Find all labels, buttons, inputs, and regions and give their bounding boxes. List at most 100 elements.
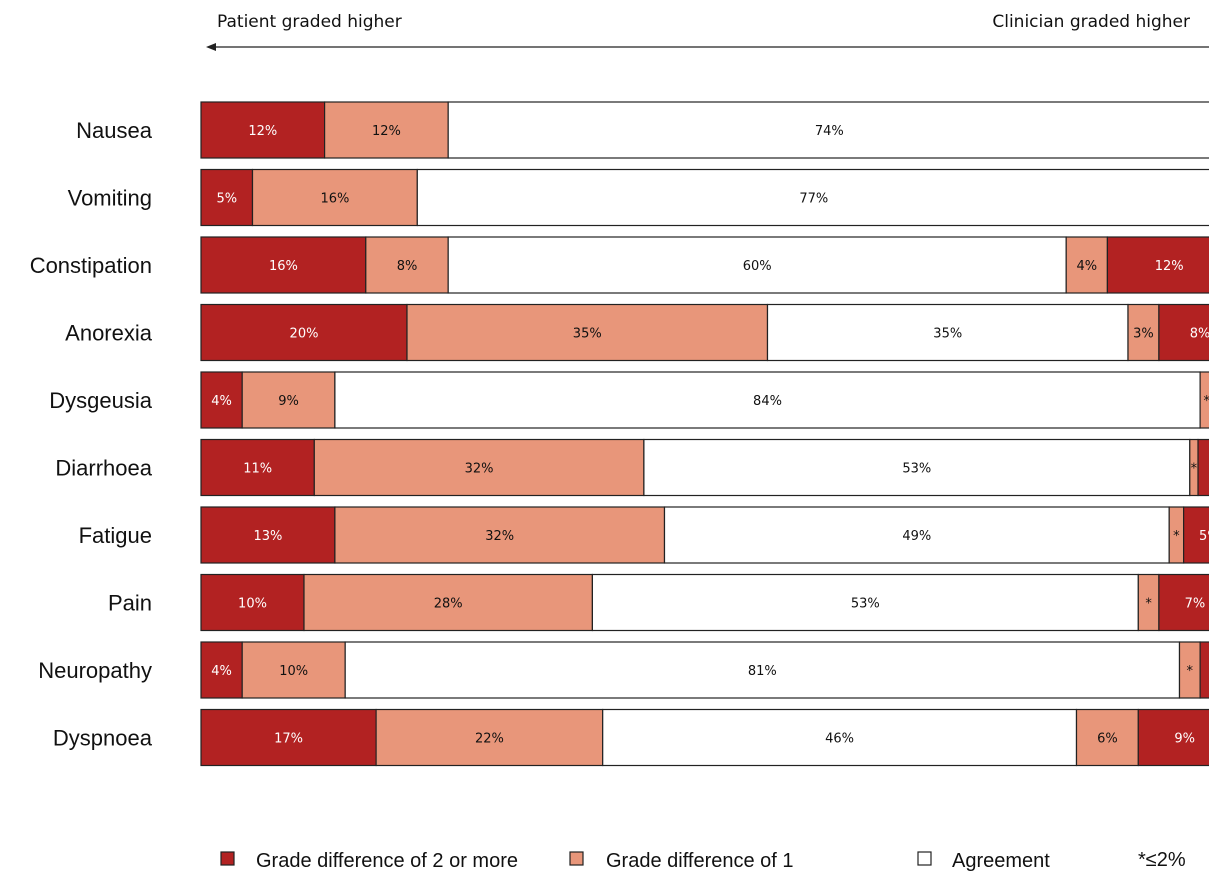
direction-arrowhead (206, 43, 216, 51)
category-label: Diarrhoea (55, 456, 152, 481)
category-label: Dyspnoea (53, 726, 153, 751)
data-label: 4% (1076, 259, 1097, 274)
data-label: * (1204, 394, 1209, 409)
bar-segment (313, 438, 645, 497)
data-label: * (1187, 664, 1194, 679)
data-label: 4% (211, 394, 232, 409)
legend-swatch (220, 851, 235, 866)
bar-segment (344, 641, 1181, 699)
bar-segment (1106, 236, 1209, 294)
direction-label-left: Patient graded higher (217, 12, 402, 32)
data-label: 60% (743, 259, 772, 274)
data-label: 32% (485, 529, 514, 544)
bar-segment (643, 438, 1191, 497)
category-label: Anorexia (65, 321, 153, 346)
data-label: 3% (1133, 327, 1154, 342)
bar-segment (1197, 438, 1209, 497)
bar-segment (200, 438, 315, 497)
category-label: Nausea (76, 118, 153, 143)
legend-swatch (569, 851, 584, 866)
category-label: Fatigue (79, 523, 152, 548)
data-label: 5% (216, 192, 237, 207)
data-label: 9% (278, 394, 299, 409)
data-label: 32% (465, 462, 494, 477)
legend-label: Grade difference of 2 or more (256, 850, 518, 871)
bar-segment (1158, 303, 1209, 362)
data-label: 20% (290, 327, 319, 342)
data-label: 12% (1155, 259, 1184, 274)
legend-label: Agreement (952, 850, 1050, 871)
bar-segment (1158, 573, 1209, 632)
data-label: 77% (799, 192, 828, 207)
data-label: 4% (211, 664, 232, 679)
bar-segment (200, 708, 377, 767)
data-label: 13% (253, 529, 282, 544)
data-label: 8% (397, 259, 418, 274)
data-label: 17% (274, 732, 303, 747)
data-label: 84% (753, 394, 782, 409)
data-label: * (1145, 597, 1152, 612)
bar-segment (334, 506, 666, 564)
bar-segment (591, 573, 1139, 632)
bar-segment (663, 506, 1170, 564)
bar-segment (416, 168, 1209, 227)
category-label: Vomiting (68, 186, 152, 211)
data-label: 12% (248, 124, 277, 139)
legend: Grade difference of 2 or more Grade diffe… (220, 849, 1186, 871)
bar-segment (303, 573, 593, 632)
footnote: *≤2% (1138, 849, 1186, 871)
data-label: 49% (902, 529, 931, 544)
data-label: 53% (851, 597, 880, 612)
data-label: * (1173, 529, 1180, 544)
data-label: 11% (243, 462, 272, 477)
data-label: 7% (1185, 597, 1206, 612)
category-label: Dysgeusia (49, 388, 152, 413)
data-label: 6% (1097, 732, 1118, 747)
data-label: 22% (475, 732, 504, 747)
bar-segment (200, 236, 367, 294)
data-label: 35% (933, 327, 962, 342)
data-label: 10% (238, 597, 267, 612)
data-label: * (1191, 462, 1198, 477)
data-label: 16% (269, 259, 298, 274)
bar-segment (447, 236, 1067, 294)
bar-segment (324, 101, 449, 159)
data-label: 9% (1174, 732, 1195, 747)
data-label: 8% (1190, 327, 1209, 342)
bar-segment (375, 708, 604, 767)
bar-segment (766, 303, 1129, 362)
bar-segment (200, 506, 336, 564)
data-label: 28% (434, 597, 463, 612)
bar-segment (334, 371, 1201, 429)
data-label: 16% (320, 192, 349, 207)
data-label: 46% (825, 732, 854, 747)
bar-segment (251, 168, 418, 227)
bars-group: 12% 12% 74% * * 5% 16% 77% * 16% 8% 60% 4% 12% 20% 35% 3… (200, 101, 1209, 767)
data-label: 10% (279, 664, 308, 679)
bar-segment (1065, 236, 1108, 294)
bar-segment (602, 708, 1078, 767)
bar-segment (1183, 506, 1209, 564)
bar-segment (200, 168, 254, 227)
bar-segment (365, 236, 449, 294)
data-label: 35% (573, 327, 602, 342)
category-label: Constipation (30, 253, 152, 278)
bar-segment (200, 303, 408, 362)
legend-label: Grade difference of 1 (606, 850, 794, 871)
data-label: 53% (902, 462, 931, 477)
bar-segment (1199, 641, 1209, 699)
bar-segment (200, 573, 305, 632)
data-label: 5% (1199, 529, 1209, 544)
direction-label-right: Clinician graded higher (992, 12, 1190, 32)
category-label: Pain (108, 591, 152, 616)
bar-segment (406, 303, 769, 362)
category-label: Neuropathy (38, 658, 152, 683)
bar-segment (1137, 708, 1209, 767)
bar-segment (1199, 371, 1209, 429)
legend-swatch (917, 851, 932, 866)
category-labels: Nausea Vomiting Constipation Anorexia Dysgeu… (30, 118, 153, 751)
data-label: 12% (372, 124, 401, 139)
data-label: 81% (748, 664, 777, 679)
bar-segment (447, 101, 1209, 159)
